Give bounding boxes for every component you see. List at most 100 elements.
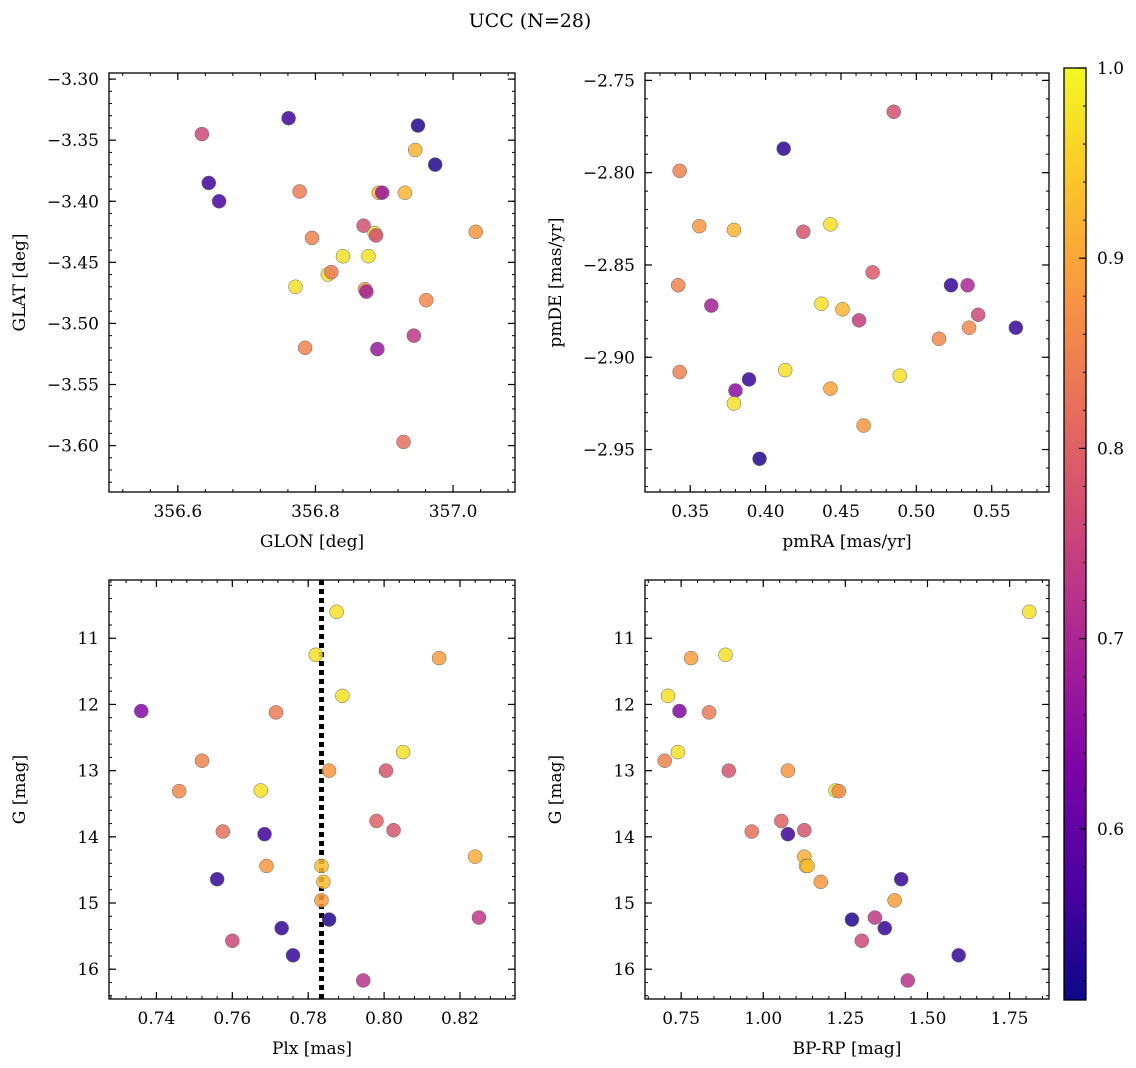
data-point — [471, 910, 487, 925]
data-point — [386, 822, 401, 838]
y-tick-label: 14 — [613, 828, 635, 848]
data-point — [718, 647, 733, 663]
data-point — [314, 893, 329, 908]
colorbar: 0.6 0.7 0.8 0.9 1.0 — [1063, 59, 1124, 1001]
y-tick-label: 11 — [77, 629, 99, 649]
data-point — [893, 871, 909, 887]
data-point — [704, 298, 719, 313]
x-axis-label: Plx [mas] — [272, 1039, 352, 1059]
data-point — [406, 328, 422, 343]
data-point — [741, 372, 757, 387]
data-point — [316, 874, 331, 890]
data-point — [374, 185, 390, 200]
y-tick-label: −3.55 — [47, 376, 99, 396]
x-tick-label: 356.6 — [153, 502, 202, 522]
data-point — [171, 783, 187, 799]
data-point — [796, 224, 811, 239]
x-axis-label: BP-RP [mag] — [793, 1039, 902, 1059]
data-point — [831, 783, 847, 799]
panel-proper-motion: 0.35 0.40 0.45 0.50 0.55 −2.75 −2.80 −2.85 −2.90… — [546, 71, 1050, 552]
data-point — [931, 331, 947, 347]
scatter-points — [134, 580, 487, 999]
data-point — [672, 163, 687, 179]
colorbar-tick-label: 0.6 — [1097, 820, 1124, 840]
data-point — [900, 973, 916, 988]
data-point — [370, 341, 385, 357]
data-point — [257, 826, 272, 842]
axes-frame — [644, 579, 1050, 1000]
data-point — [835, 302, 850, 317]
data-point — [396, 434, 411, 450]
data-point — [368, 228, 384, 243]
data-point — [752, 451, 767, 467]
data-point — [823, 217, 838, 232]
data-point — [304, 230, 320, 246]
data-point — [274, 920, 289, 936]
data-point — [744, 824, 759, 839]
x-tick-label: 0.80 — [365, 1009, 403, 1029]
data-point — [951, 948, 966, 963]
data-point — [854, 933, 870, 949]
y-tick-label: 14 — [77, 828, 99, 848]
data-point — [329, 604, 344, 620]
x-tick-label: 357.0 — [429, 502, 478, 522]
x-tick-label: 1.50 — [909, 1009, 947, 1029]
scatter-points — [670, 104, 1024, 467]
x-tick-label: 0.55 — [973, 502, 1011, 522]
x-tick-label: 0.76 — [213, 1009, 251, 1029]
data-point — [728, 383, 743, 398]
data-point — [356, 218, 371, 233]
data-point — [851, 313, 867, 328]
x-tick-label: 1.00 — [744, 1009, 782, 1029]
axes-frame — [108, 72, 516, 493]
y-tick-label: 12 — [613, 695, 635, 715]
data-point — [397, 185, 413, 200]
x-tick-label: 0.35 — [671, 502, 709, 522]
x-tick-label: 1.25 — [826, 1009, 864, 1029]
y-tick-label: 16 — [613, 960, 635, 980]
y-tick-label: 13 — [613, 762, 635, 782]
data-point — [1008, 320, 1024, 335]
x-tick-label: 1.75 — [991, 1009, 1029, 1029]
data-point — [410, 118, 426, 133]
data-point — [468, 224, 484, 240]
colorbar-tick-label: 0.7 — [1097, 630, 1124, 650]
data-point — [321, 912, 337, 927]
data-point — [407, 142, 423, 158]
y-tick-label: −3.30 — [47, 70, 99, 90]
scatter-points — [657, 604, 1037, 988]
data-point — [800, 858, 815, 874]
data-point — [395, 744, 411, 760]
data-point — [780, 763, 796, 778]
colorbar-tick-label: 0.8 — [1097, 439, 1124, 459]
data-point — [225, 933, 240, 949]
data-point — [253, 783, 269, 798]
data-point — [292, 184, 307, 199]
data-point — [134, 703, 149, 719]
data-point — [259, 858, 274, 874]
data-point — [670, 278, 686, 293]
data-point — [877, 920, 893, 936]
y-axis-label: pmDE [mas/yr] — [546, 217, 566, 347]
y-axis-label: G [mag] — [10, 755, 30, 824]
data-point — [844, 912, 860, 927]
data-point — [721, 763, 737, 778]
data-point — [960, 278, 975, 293]
data-point — [201, 175, 217, 191]
y-tick-label: 11 — [613, 629, 635, 649]
x-tick-label: 0.75 — [662, 1009, 700, 1029]
y-tick-label: −2.80 — [583, 164, 635, 184]
panel-color-magnitude: 0.75 1.00 1.25 1.50 1.75 11 12 13 14 15 16 BP-RP [m… — [546, 579, 1050, 1059]
data-point — [780, 826, 796, 842]
data-point — [856, 418, 871, 433]
data-point — [813, 874, 828, 890]
data-point — [418, 292, 434, 308]
y-tick-label: −2.90 — [583, 348, 635, 368]
y-tick-label: −3.40 — [47, 192, 99, 212]
data-point — [814, 296, 829, 311]
x-tick-label: 0.78 — [289, 1009, 327, 1029]
data-point — [774, 813, 789, 829]
y-tick-label: −3.35 — [47, 131, 99, 151]
data-point — [692, 218, 707, 234]
